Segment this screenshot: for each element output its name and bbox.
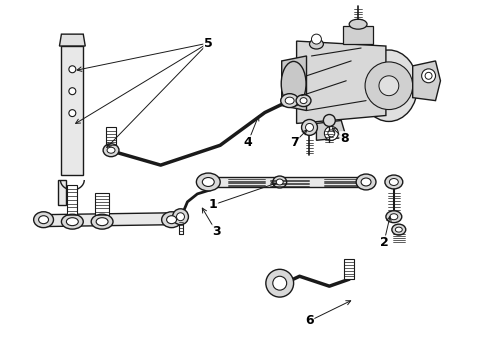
Polygon shape [296,41,386,123]
Circle shape [425,72,432,79]
Ellipse shape [107,147,115,153]
Text: 4: 4 [244,136,252,149]
Ellipse shape [360,50,417,121]
Ellipse shape [386,211,402,223]
Bar [210,177,364,187]
Polygon shape [317,121,346,140]
Text: 7: 7 [290,136,299,149]
Text: 6: 6 [305,314,314,327]
Ellipse shape [66,218,78,226]
Ellipse shape [281,94,298,108]
Text: 5: 5 [204,37,213,50]
Ellipse shape [281,62,306,106]
Bar [344,260,354,279]
Bar [95,193,109,215]
Circle shape [312,34,321,44]
Circle shape [69,66,76,73]
Ellipse shape [91,214,113,229]
Circle shape [421,69,436,83]
Bar [343,26,373,44]
Ellipse shape [202,177,214,186]
Text: 3: 3 [212,225,220,238]
Bar [68,185,77,215]
Ellipse shape [390,214,398,220]
Circle shape [379,76,399,96]
Ellipse shape [296,95,311,107]
Ellipse shape [310,39,323,49]
Polygon shape [59,34,85,46]
Circle shape [273,276,287,290]
Ellipse shape [167,216,176,224]
Bar [178,219,183,234]
Circle shape [69,110,76,117]
Ellipse shape [385,175,403,189]
Ellipse shape [39,216,49,224]
Ellipse shape [395,227,402,232]
Circle shape [172,209,189,225]
Ellipse shape [349,19,367,29]
Text: 2: 2 [380,236,388,249]
Ellipse shape [96,218,108,226]
Bar [106,127,116,145]
Ellipse shape [356,174,376,190]
Ellipse shape [103,144,119,157]
Ellipse shape [361,178,371,186]
Circle shape [301,120,318,135]
Circle shape [266,269,294,297]
Circle shape [365,62,413,109]
Ellipse shape [392,224,406,235]
Polygon shape [40,213,175,227]
Circle shape [328,130,335,137]
Circle shape [306,123,314,131]
Ellipse shape [273,176,287,188]
Circle shape [176,213,184,221]
Ellipse shape [390,179,398,185]
Ellipse shape [162,212,181,228]
Polygon shape [413,61,441,100]
Ellipse shape [34,212,53,228]
Circle shape [323,114,335,126]
Polygon shape [58,180,66,205]
Ellipse shape [276,179,283,185]
Polygon shape [282,56,307,111]
Text: 1: 1 [209,198,218,211]
Circle shape [324,126,338,140]
Ellipse shape [285,97,294,104]
Ellipse shape [196,173,220,191]
Bar [61,46,83,175]
Circle shape [69,88,76,95]
Text: 8: 8 [340,132,348,145]
Ellipse shape [61,214,83,229]
Ellipse shape [300,98,307,104]
